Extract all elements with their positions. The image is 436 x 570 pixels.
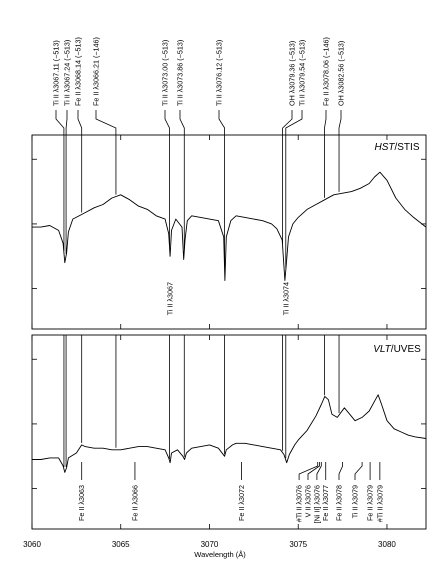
top-line-labels: Ti II λ3067.11 (−513) Ti II λ3067.24 (−51…	[52, 37, 346, 135]
x-tick-label: 3070	[201, 540, 219, 549]
x-axis-label: Wavelength (Å)	[194, 550, 246, 559]
hst-panel-label: HST/STIS	[374, 142, 419, 153]
top-label-leader	[338, 110, 342, 135]
x-tick-label: 3065	[112, 540, 130, 549]
top-label-leader	[324, 110, 327, 135]
vlt-annotation-leader	[316, 462, 322, 480]
vlt-line-annotation: Fe II λ3066	[130, 485, 139, 521]
vlt-annotation-leader	[338, 462, 344, 480]
hst-panel-label-instrument: HST	[374, 142, 395, 153]
vlt-line-annotation: V II λ3076	[303, 485, 312, 517]
top-label-leader	[164, 110, 170, 135]
hst-panel-label-detector: /STIS	[394, 142, 419, 153]
x-tick-label: 3060	[23, 540, 41, 549]
hst-frame	[31, 134, 427, 330]
vlt-line-annotation: #Ti II λ3079	[375, 485, 384, 522]
x-axis: 3060 3065 3070 3075 3080	[23, 540, 396, 549]
vlt-line-annotation: Fe II λ3063	[77, 485, 86, 521]
top-line-label: Ti II λ3079.54 (−513)	[298, 40, 307, 106]
top-label-leader	[77, 110, 83, 135]
top-line-label: Ti II λ3073.86 (−513)	[176, 40, 185, 106]
x-tick-label: 3075	[289, 540, 307, 549]
hst-stis-panel: HST/STIS Ti II λ3067 Ti II λ3074	[31, 134, 427, 330]
vlt-uves-panel: VLT/UVES Fe II λ3063 Fe II λ3066 Fe II λ307…	[31, 334, 427, 530]
top-label-leader	[95, 110, 117, 135]
vlt-line-annotation: Ti II λ3079	[351, 485, 360, 518]
top-line-label: Fe II λ3078.06 (−146)	[322, 37, 331, 106]
top-label-leader	[65, 110, 68, 135]
hst-line-annotation: Ti II λ3074	[281, 282, 290, 315]
top-label-leader	[285, 110, 303, 135]
top-label-leader	[55, 110, 65, 135]
vlt-line-annotation: #Ti II λ3076	[295, 485, 304, 522]
top-line-label: OH λ3079.36 (−513)	[288, 41, 297, 106]
vlt-spectrum-trace	[32, 394, 427, 473]
vlt-panel-label-detector: /UVES	[391, 344, 421, 355]
vlt-line-annotation: Fe II λ3072	[237, 485, 246, 521]
top-label-leader	[282, 110, 293, 135]
top-line-label: Ti II λ3076.12 (−513)	[215, 40, 224, 106]
top-line-label: Ti II λ3067.11 (−513)	[52, 40, 61, 106]
top-line-label: Fe II λ3066.21 (−146)	[92, 37, 101, 106]
vlt-frame	[31, 334, 427, 530]
vlt-line-annotation: Fe II λ3077	[321, 485, 330, 521]
vlt-annotation-leader	[307, 462, 320, 480]
top-label-leader	[218, 110, 226, 135]
top-line-label: Ti II λ3067.24 (−513)	[63, 40, 72, 106]
vlt-annotation-leader	[298, 462, 319, 480]
top-line-label: Ti II λ3073.00 (−513)	[161, 40, 170, 106]
vlt-line-annotation: [Ni II] λ3076	[312, 485, 321, 523]
top-line-label: OH λ3082.56 (−513)	[337, 41, 346, 106]
vlt-line-annotation: Fe II λ3078	[335, 485, 344, 521]
hst-spectrum-trace	[32, 171, 427, 281]
hst-line-annotation: Ti II λ3067	[166, 282, 175, 315]
top-line-label: Fe II λ3068.14 (−513)	[74, 37, 83, 106]
top-label-leader	[179, 110, 185, 135]
vlt-panel-label: VLT/UVES	[373, 344, 421, 355]
vlt-panel-label-instrument: VLT	[373, 344, 391, 355]
vlt-line-annotation: Fe II λ3079	[366, 485, 375, 521]
vlt-annotation-leader	[354, 462, 363, 480]
x-tick-label: 3080	[378, 540, 396, 549]
